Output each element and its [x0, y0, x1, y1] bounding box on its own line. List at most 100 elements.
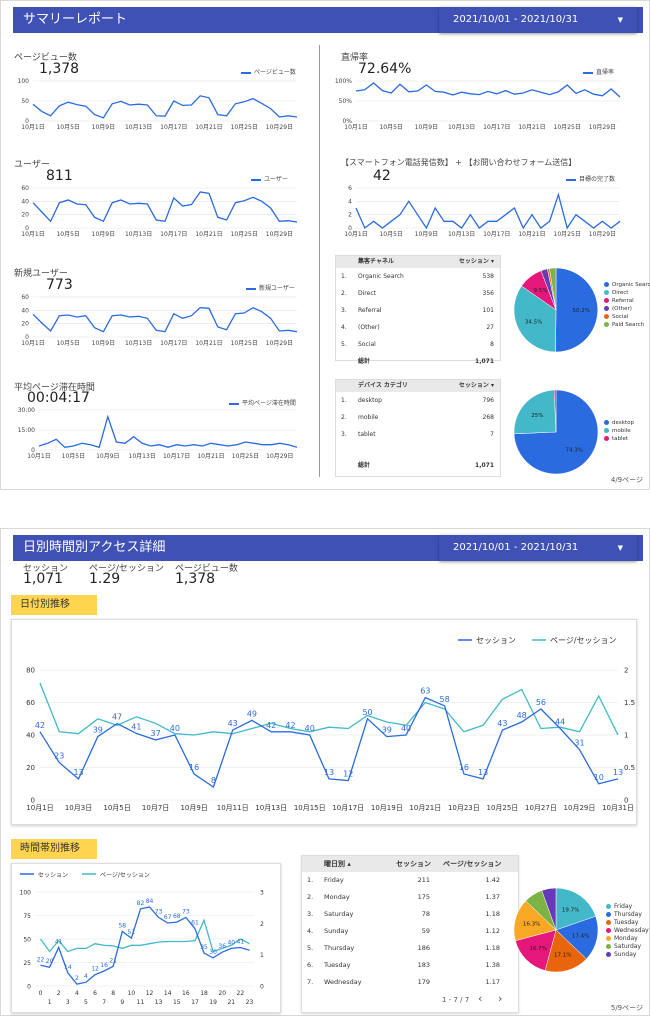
x-tick-label: 10月25日: [231, 124, 258, 131]
data-label: 41: [131, 722, 141, 731]
series-line-sessions: [40, 906, 250, 985]
table-row[interactable]: 2. Monday 175 1.37: [302, 889, 518, 906]
table-row[interactable]: 1. desktop 796: [336, 392, 500, 409]
date-range-picker[interactable]: 2021/10/01 - 2021/10/31 ▼: [439, 535, 637, 561]
users-label: ユーザー: [14, 160, 50, 170]
table-header: 曜日別 ▴ セッション ページ/セッション: [302, 856, 518, 872]
row-sessions: 8: [490, 341, 494, 348]
table-row[interactable]: 5. Thursday 186 1.18: [302, 940, 518, 957]
legend-dot-icon: [604, 290, 609, 295]
date-range-value: 2021/10/01 - 2021/10/31: [453, 542, 579, 553]
data-label: 10: [594, 773, 604, 782]
table-row[interactable]: 7. Wednesday 179 1.17: [302, 974, 518, 991]
table-row[interactable]: 3. Referral 101: [336, 302, 500, 319]
x-tick-label: 10月17日: [332, 804, 364, 812]
legend-dot-icon: [606, 912, 611, 917]
table-row[interactable]: 6. Tuesday 183 1.38: [302, 957, 518, 974]
kpi-sessions-value: 1,071: [23, 571, 64, 587]
x-tick-label: 10月9日: [96, 453, 119, 460]
series-line-pages-per-session: [39, 918, 250, 953]
data-label: 12: [91, 966, 99, 973]
pie-slice-label: 16.3%: [523, 922, 540, 928]
sort-sessions-header[interactable]: セッション ▾: [458, 382, 494, 389]
table-row[interactable]: 2. mobile 268: [336, 409, 500, 426]
legend-label: Wednesday: [614, 927, 649, 934]
pie-slice: [513, 285, 557, 353]
legend-item: Direct: [604, 289, 650, 297]
table-row[interactable]: 3. Saturday 78 1.18: [302, 906, 518, 923]
row-sessions: 59: [421, 927, 430, 935]
y-tick-label-right: 1.5: [624, 699, 635, 707]
table-row[interactable]: 1. Friday 211 1.42: [302, 872, 518, 889]
data-label: 13: [324, 768, 334, 777]
next-page-button[interactable]: ›: [498, 992, 503, 1005]
pie-slice: [549, 267, 557, 311]
legend-item: Saturday: [606, 943, 649, 951]
data-label: 40: [401, 724, 411, 733]
row-index: 3.: [341, 431, 347, 438]
x-tick-label: 13: [155, 999, 163, 1006]
data-label: 51: [128, 929, 136, 936]
y-tick-label-left: 75: [23, 913, 31, 920]
x-tick-label: 10月25日: [554, 231, 581, 238]
table-row[interactable]: 3. tablet 7: [336, 426, 500, 443]
data-label: 21: [109, 957, 117, 964]
date-range-picker[interactable]: 2021/10/01 - 2021/10/31 ▼: [439, 7, 637, 33]
legend-label: ページ/セッション: [550, 636, 617, 645]
x-tick-label: 10月5日: [56, 231, 79, 238]
x-tick-label: 10月9日: [415, 231, 438, 238]
legend-dot-icon: [606, 904, 611, 909]
legend-item: Thursday: [606, 911, 649, 919]
prev-page-button[interactable]: ‹: [478, 992, 483, 1005]
avg-time-legend: 平均ページ滞在時間: [229, 398, 296, 407]
sort-weekday-header[interactable]: 曜日別 ▴: [324, 860, 351, 868]
y-tick-label: 0: [25, 334, 29, 341]
legend-label: セッション: [476, 636, 516, 645]
row-name: mobile: [358, 414, 379, 421]
data-label: 42: [285, 721, 295, 730]
legend-label: desktop: [612, 420, 634, 426]
legend-label: Organic Search: [612, 282, 650, 288]
table-row[interactable]: 5. Social 8: [336, 336, 500, 353]
legend-dot-icon: [604, 322, 609, 327]
x-tick-label: 10月1日: [27, 453, 50, 460]
data-label: 58: [440, 695, 450, 704]
y-tick-label-left: 0: [27, 984, 31, 991]
legend-dot-icon: [604, 306, 609, 311]
table-row[interactable]: 1. Organic Search 538: [336, 268, 500, 285]
series-line: [32, 306, 298, 333]
x-tick-label: 6: [93, 990, 97, 997]
goals-legend: 目標の完了数: [566, 174, 615, 183]
bounce-rate-legend: 直帰率: [583, 67, 614, 76]
row-day: Sunday: [324, 927, 349, 935]
sessions-header[interactable]: セッション: [396, 860, 431, 868]
x-tick-label: 10月21日: [195, 340, 222, 347]
pages-per-session-header[interactable]: ページ/セッション: [443, 860, 502, 868]
report-page-summary: サマリーレポート 2021/10/01 - 2021/10/31 ▼ ページビュ…: [0, 0, 650, 490]
row-index: 5.: [341, 341, 347, 348]
x-tick-label: 18: [200, 990, 208, 997]
y-tick-label: 50%: [339, 98, 353, 105]
data-label: 42: [266, 721, 276, 730]
x-tick-label: 10月25日: [554, 124, 581, 131]
legend-label: (Other): [612, 306, 632, 312]
data-label: 47: [112, 713, 122, 722]
x-tick-label: 10月9日: [415, 124, 438, 131]
series-line: [38, 414, 298, 449]
table-row[interactable]: 2. Direct 356: [336, 285, 500, 302]
x-tick-label: 10月1日: [344, 124, 367, 131]
users-legend: ユーザー: [251, 174, 288, 183]
sort-sessions-header[interactable]: セッション ▾: [458, 258, 494, 265]
legend-dot-icon: [606, 936, 611, 941]
row-sessions: 101: [482, 307, 494, 314]
x-tick-label: 10月15日: [294, 804, 326, 812]
table-row[interactable]: 4. (Other) 27: [336, 319, 500, 336]
device-table: デバイス カテゴリ セッション ▾ 1. desktop 796 2. mobile 26…: [335, 379, 501, 477]
table-row[interactable]: 4. Sunday 59 1.12: [302, 923, 518, 940]
data-label: 40: [170, 724, 180, 733]
row-name: tablet: [358, 431, 376, 438]
goals-sparkline: 0 2 4 6 10月1日 10月5日 10月9日 10月13日 10月17日 10月21日 10月…: [344, 185, 621, 238]
x-tick-label: 10月25日: [231, 231, 258, 238]
legend-label: tablet: [612, 436, 629, 442]
row-name: desktop: [358, 397, 382, 404]
